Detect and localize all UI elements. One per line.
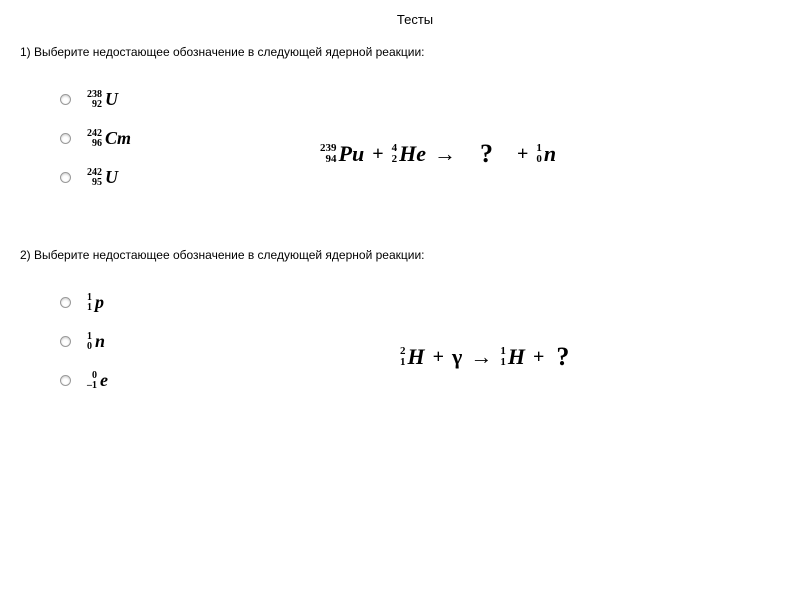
plus-op: + — [372, 143, 383, 166]
nuclide-label: 238 92 U — [87, 89, 118, 110]
element-symbol: Cm — [105, 128, 131, 149]
page-title: Тесты — [50, 12, 780, 27]
atomic-number: 1 — [500, 357, 506, 368]
plus-op: + — [433, 346, 444, 369]
gamma-symbol: γ — [452, 344, 462, 370]
arrow-icon: → — [470, 344, 492, 370]
q1-option-3[interactable]: 242 95 U — [60, 167, 780, 188]
element-symbol: n — [544, 141, 556, 167]
element-symbol: e — [100, 370, 108, 391]
atomic-number: –1 — [87, 381, 97, 391]
radio-icon[interactable] — [60, 94, 71, 105]
atomic-number: 95 — [87, 178, 102, 188]
unknown-placeholder: ? — [556, 342, 569, 372]
mass-number: 242 — [87, 129, 102, 139]
element-symbol: U — [105, 167, 118, 188]
element-symbol: p — [95, 292, 104, 313]
q1-option-1[interactable]: 238 92 U — [60, 89, 780, 110]
reactant-1: 2 1 H — [400, 344, 425, 370]
question-1-content: 238 92 U 242 96 Cm 242 95 — [60, 89, 780, 188]
nuclide-label: 0 –1 e — [87, 370, 108, 391]
q2-option-3[interactable]: 0 –1 e — [60, 370, 780, 391]
element-symbol: H — [508, 344, 525, 370]
q2-option-1[interactable]: 1 1 p — [60, 292, 780, 313]
product-1: 1 1 H — [500, 344, 525, 370]
question-2-text: 2) Выберите недостающее обозначение в сл… — [20, 248, 780, 262]
mass-number: 0 — [87, 371, 97, 381]
atomic-number: 94 — [320, 154, 337, 165]
unknown-placeholder: ? — [480, 139, 493, 169]
plus-op: + — [533, 346, 544, 369]
q1-equation: 239 94 Pu + 4 2 He → ? + 1 0 n — [320, 139, 556, 169]
element-symbol: U — [105, 89, 118, 110]
atomic-number: 0 — [536, 154, 542, 165]
reactant-2: 4 2 He — [392, 141, 426, 167]
mass-number: 1 — [87, 332, 92, 342]
product-2: 1 0 n — [536, 141, 556, 167]
atomic-number: 92 — [87, 100, 102, 110]
plus-op: + — [517, 143, 528, 166]
nuclide-label: 1 1 p — [87, 292, 104, 313]
radio-icon[interactable] — [60, 375, 71, 386]
arrow-icon: → — [434, 141, 456, 167]
atomic-number: 0 — [87, 342, 92, 352]
nuclide-label: 242 96 Cm — [87, 128, 131, 149]
element-symbol: H — [408, 344, 425, 370]
element-symbol: He — [399, 141, 426, 167]
q2-equation: 2 1 H + γ → 1 1 H + ? — [400, 342, 569, 372]
nuclide-label: 242 95 U — [87, 167, 118, 188]
atomic-number: 1 — [87, 303, 92, 313]
radio-icon[interactable] — [60, 172, 71, 183]
reactant-1: 239 94 Pu — [320, 141, 364, 167]
atomic-number: 2 — [392, 154, 398, 165]
mass-number: 242 — [87, 168, 102, 178]
nuclide-label: 1 0 n — [87, 331, 105, 352]
radio-icon[interactable] — [60, 133, 71, 144]
question-1-text: 1) Выберите недостающее обозначение в сл… — [20, 45, 780, 59]
atomic-number: 1 — [400, 357, 406, 368]
mass-number: 238 — [87, 90, 102, 100]
radio-icon[interactable] — [60, 297, 71, 308]
radio-icon[interactable] — [60, 336, 71, 347]
mass-number: 1 — [87, 293, 92, 303]
element-symbol: n — [95, 331, 105, 352]
element-symbol: Pu — [339, 141, 365, 167]
atomic-number: 96 — [87, 139, 102, 149]
question-2-content: 1 1 p 1 0 n — [60, 292, 780, 391]
